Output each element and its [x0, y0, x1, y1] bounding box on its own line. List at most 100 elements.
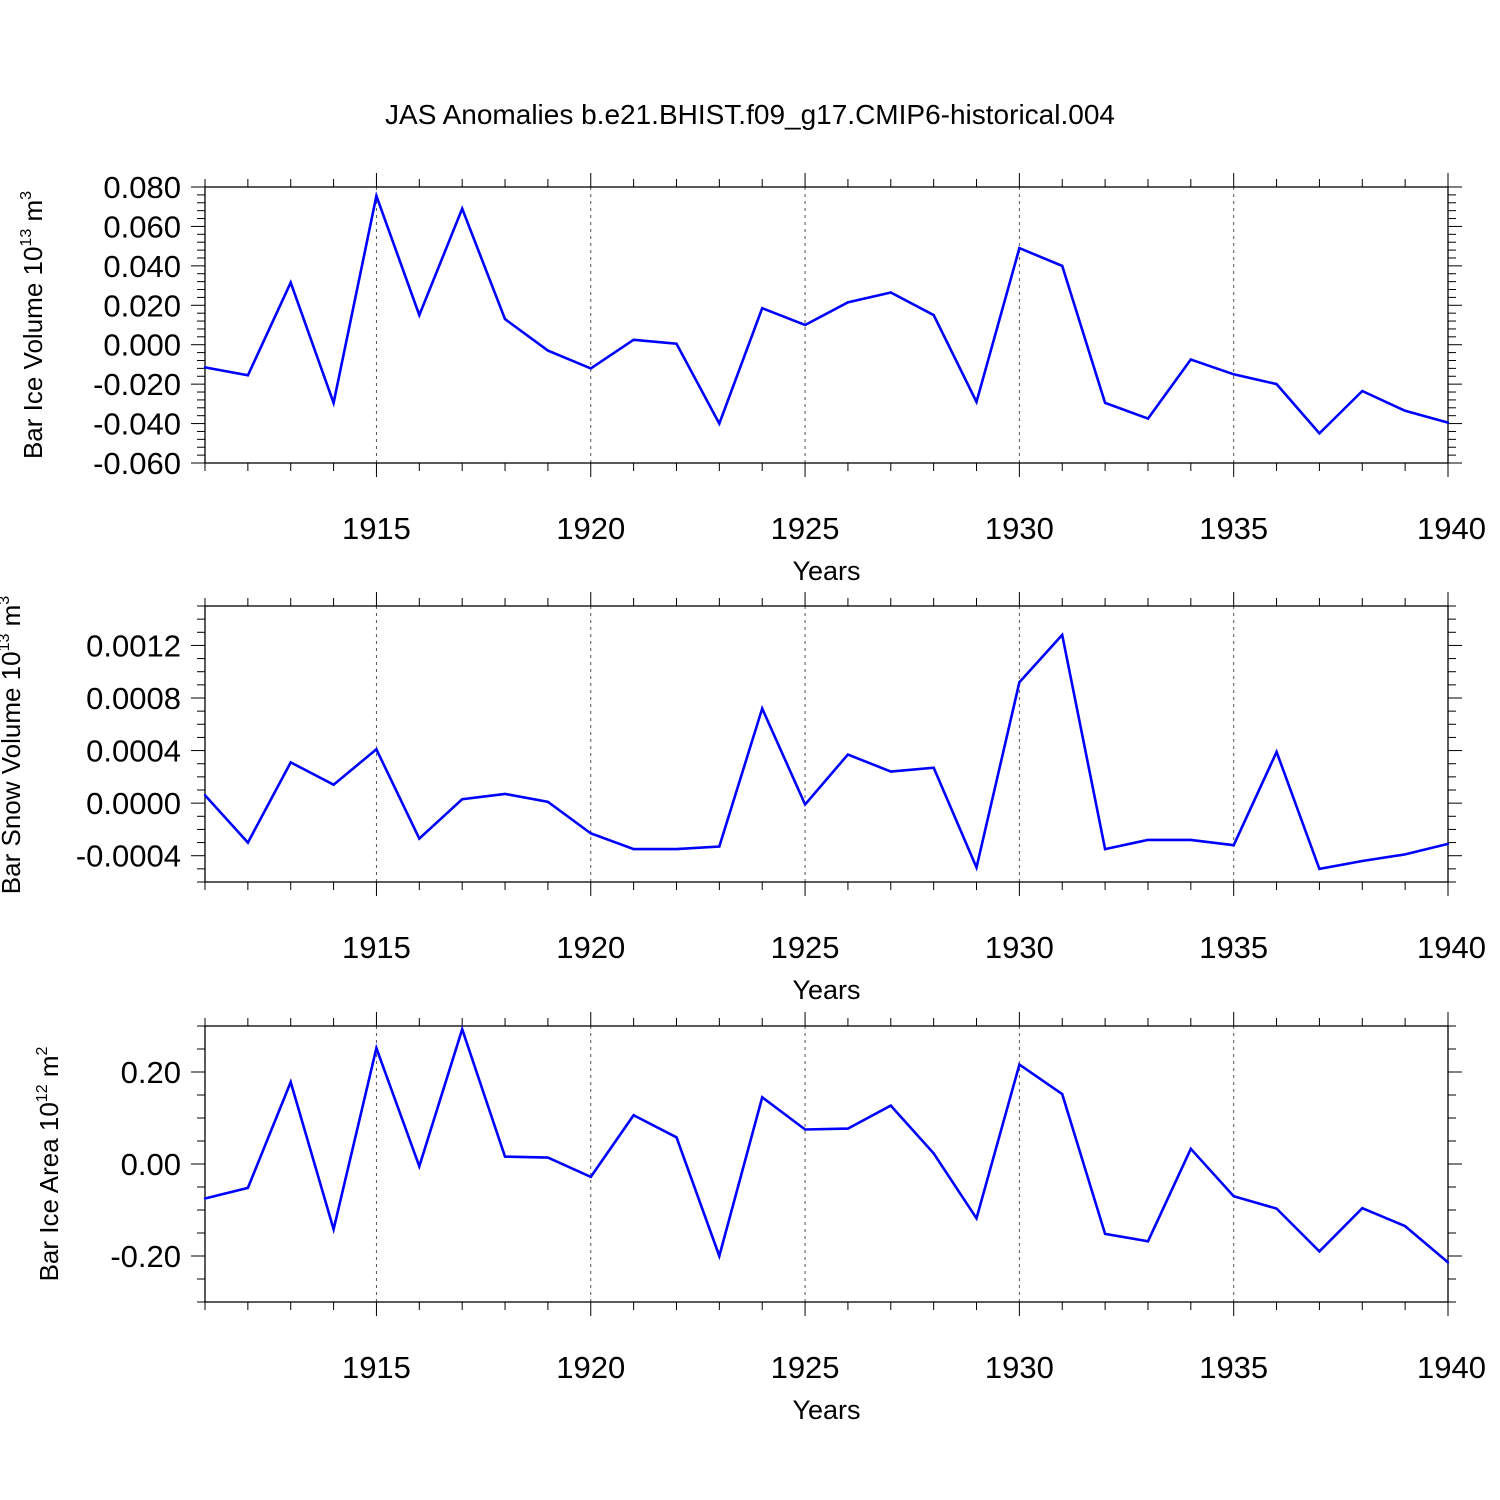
series-line	[204, 632, 1449, 872]
data-point	[1232, 373, 1235, 376]
data-point	[1361, 859, 1364, 863]
data-point	[803, 323, 807, 327]
data-point	[1018, 681, 1021, 684]
data-point	[246, 841, 250, 844]
plot-frame	[204, 605, 1449, 883]
x-tick-label: 1930	[985, 930, 1054, 965]
series-line	[204, 191, 1449, 436]
data-point	[1275, 382, 1278, 386]
y-tick-label: -0.020	[93, 367, 181, 402]
x-axis-title: Years	[792, 1395, 860, 1425]
y-axis-title: Bar Ice Volume 1013 m3	[18, 191, 48, 459]
y-tick-label: 0.00	[121, 1147, 181, 1182]
data-point	[418, 837, 421, 840]
data-point	[975, 1217, 978, 1220]
data-point	[1189, 358, 1193, 361]
chart-title: JAS Anomalies b.e21.BHIST.f09_g17.CMIP6-…	[385, 99, 1115, 130]
y-tick-label: 0.0012	[86, 628, 181, 663]
data-point	[1103, 1232, 1107, 1236]
series-line	[204, 1024, 1449, 1264]
x-tick-label: 1940	[1417, 930, 1486, 965]
x-tick-label: 1935	[1199, 511, 1268, 546]
y-tick-label: -0.20	[110, 1239, 181, 1274]
data-point	[1446, 842, 1450, 846]
data-point	[503, 1155, 507, 1158]
data-point	[546, 800, 550, 804]
data-point	[1103, 847, 1107, 851]
data-point	[1446, 1261, 1450, 1264]
data-point	[503, 792, 507, 796]
x-axis-title: Years	[792, 556, 860, 586]
data-point	[246, 374, 250, 377]
data-point	[460, 207, 464, 210]
x-tick-label: 1930	[985, 511, 1054, 546]
y-axis-title-exponent: 13	[18, 229, 35, 247]
data-point	[1318, 1250, 1321, 1253]
x-tick-label: 1940	[1417, 511, 1486, 546]
x-tick-label: 1920	[556, 511, 625, 546]
data-point	[1361, 389, 1364, 393]
x-tick-label: 1935	[1199, 930, 1268, 965]
data-point	[975, 866, 978, 869]
data-point	[1232, 844, 1235, 847]
panel-snow-volume: -0.0004 0.0000 0.0004 0.0008 0.0012 1915 1920 1…	[0, 592, 1486, 1005]
data-point	[632, 1114, 635, 1117]
data-point	[675, 342, 678, 345]
data-point	[1103, 401, 1107, 405]
y-axis-title-unit-exponent: 3	[0, 596, 13, 605]
y-axis-title: Bar Snow Volume 1013 m3	[0, 596, 26, 895]
data-point	[1061, 264, 1064, 268]
data-point	[1146, 1240, 1150, 1243]
x-tick-label: 1925	[771, 930, 840, 965]
x-tick-label: 1915	[342, 930, 411, 965]
y-tick-label: -0.060	[93, 446, 181, 481]
data-point	[1361, 1206, 1364, 1210]
data-point	[289, 281, 292, 284]
data-point	[1403, 853, 1407, 856]
data-point	[418, 313, 421, 317]
data-point	[761, 1096, 764, 1099]
x-tick-label: 1925	[771, 1350, 840, 1385]
data-point	[718, 1254, 721, 1258]
data-point	[1232, 1195, 1235, 1198]
data-point	[375, 1046, 378, 1050]
data-point	[932, 1152, 935, 1155]
data-point	[332, 783, 335, 786]
y-axis-title-base: Bar Ice Volume 10	[18, 247, 48, 459]
data-point	[1018, 246, 1021, 250]
x-tick-label: 1920	[556, 1350, 625, 1385]
data-point	[1146, 417, 1150, 420]
panel-ice-area: -0.20 0.00 0.20 1915 1920 1925 1930 1935 1940 Yea…	[34, 1012, 1486, 1425]
y-tick-label: 0.0004	[86, 734, 181, 769]
data-point	[1146, 838, 1150, 842]
data-point	[589, 1175, 592, 1179]
data-point	[846, 1127, 850, 1130]
data-point	[460, 1028, 464, 1031]
data-point	[289, 761, 292, 764]
x-tick-label: 1915	[342, 511, 411, 546]
data-point	[289, 1080, 292, 1084]
y-tick-label: 0.060	[103, 209, 181, 244]
x-tick-label: 1935	[1199, 1350, 1268, 1385]
panel-ice-volume: -0.060 -0.040 -0.020 0.000 0.020 0.040 0.060 0.…	[18, 170, 1486, 586]
y-axis-title-exponent: 13	[0, 633, 13, 651]
data-point	[761, 707, 764, 710]
data-point	[1189, 1147, 1193, 1151]
data-point	[1061, 633, 1064, 637]
y-tick-label: -0.040	[93, 407, 181, 442]
y-tick-label: 0.020	[103, 288, 181, 323]
y-axis-title-base: Bar Ice Area 10	[34, 1102, 64, 1281]
data-point	[332, 401, 335, 405]
x-tick-label: 1940	[1417, 1350, 1486, 1385]
data-point	[203, 366, 207, 369]
data-point	[932, 313, 935, 317]
data-point	[503, 317, 507, 321]
x-tick-label: 1925	[771, 511, 840, 546]
y-tick-label: 0.0000	[86, 786, 181, 821]
data-point	[1275, 750, 1278, 754]
data-point	[718, 845, 721, 848]
x-tick-label: 1930	[985, 1350, 1054, 1385]
data-point	[375, 194, 378, 198]
y-tick-label: 0.080	[103, 170, 181, 205]
y-axis-title: Bar Ice Area 1012 m2	[34, 1046, 64, 1281]
